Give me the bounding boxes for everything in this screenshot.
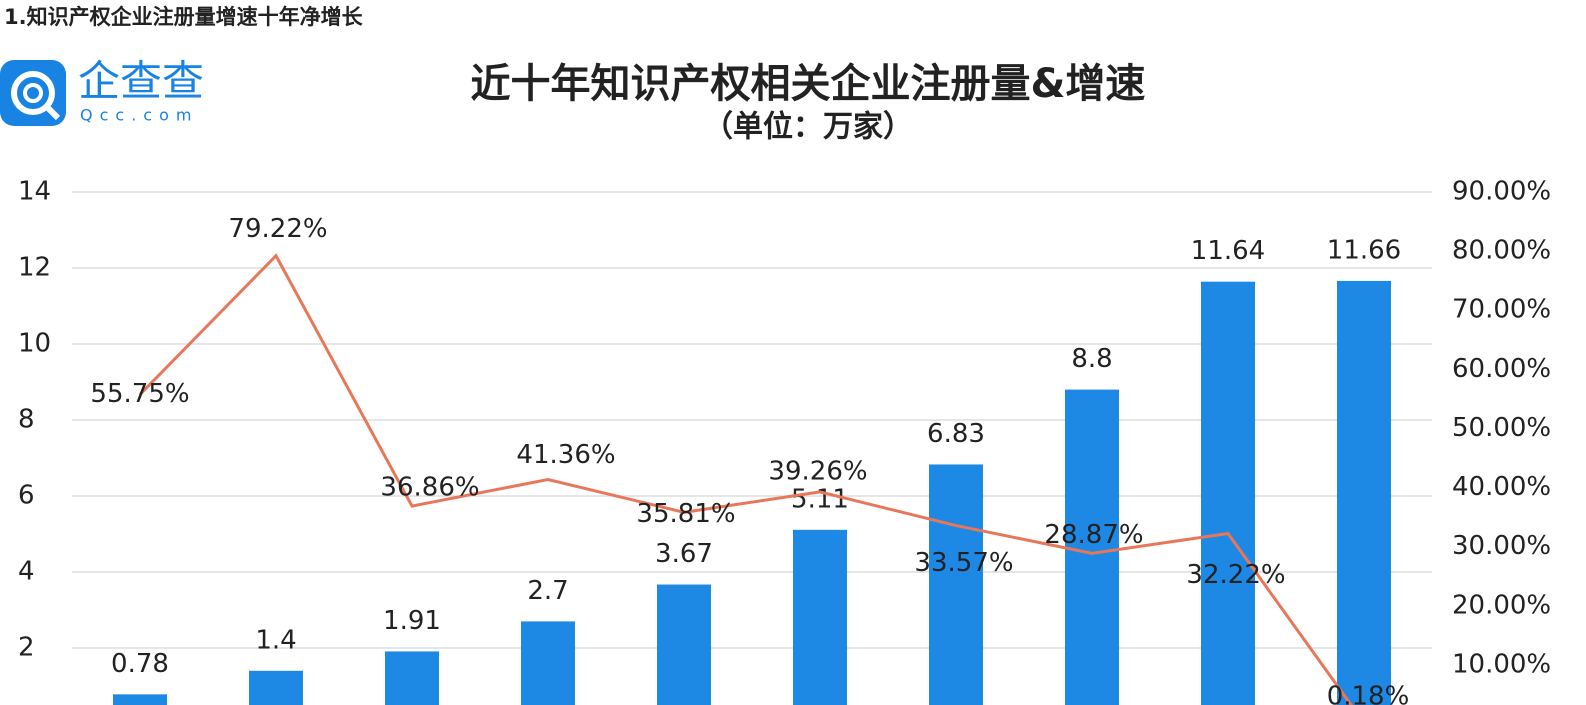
y2-tick-label: 20.00%	[1452, 590, 1551, 620]
logo-ring	[23, 83, 43, 103]
line-value-label: 33.57%	[914, 548, 1013, 578]
bar	[929, 464, 983, 705]
y-tick-label: 8	[18, 405, 35, 435]
logo-domain: Qcc.com	[80, 106, 198, 125]
y-tick-label: 10	[18, 329, 51, 359]
y2-tick-label: 80.00%	[1452, 236, 1551, 266]
logo-handle	[43, 103, 61, 121]
y2-tick-label: 70.00%	[1452, 295, 1551, 325]
chart-title: 近十年知识产权相关企业注册量&增速	[471, 61, 1146, 107]
y2-tick-label: 40.00%	[1452, 472, 1551, 502]
bar-value-label: 11.66	[1327, 235, 1401, 265]
bar-value-label: 1.4	[255, 625, 296, 655]
bar-value-label: 3.67	[655, 539, 713, 569]
bar-value-label: 8.8	[1071, 344, 1112, 374]
bar	[113, 694, 167, 705]
y2-tick-label: 90.00%	[1452, 177, 1551, 207]
line-value-label: 41.36%	[516, 440, 615, 470]
bar	[1065, 389, 1119, 705]
logo-ring	[11, 71, 55, 115]
bar	[657, 584, 711, 705]
line-value-label: 55.75%	[90, 379, 189, 409]
bar-value-label: 11.64	[1191, 236, 1265, 266]
y2-tick-label: 10.00%	[1452, 649, 1551, 679]
line-value-label: 32.22%	[1186, 560, 1285, 590]
y-tick-label: 6	[18, 481, 35, 511]
y-tick-label: 4	[18, 557, 35, 587]
line-value-label: 39.26%	[768, 456, 867, 486]
y2-tick-label: 30.00%	[1452, 531, 1551, 561]
bar-value-label: 0.78	[111, 649, 169, 679]
bar	[521, 621, 575, 705]
bar-value-label: 2.7	[527, 576, 568, 606]
bar	[1337, 280, 1391, 705]
line	[138, 253, 1353, 705]
y-tick-label: 14	[18, 177, 51, 207]
logo-name: 企查查	[78, 57, 204, 106]
bar	[793, 529, 847, 705]
y2-tick-label: 50.00%	[1452, 413, 1551, 443]
bar-value-label: 1.91	[383, 606, 441, 636]
bar-value-label: 6.83	[927, 419, 985, 449]
y-tick-label: 12	[18, 253, 51, 283]
line-value-label: 28.87%	[1044, 520, 1143, 550]
bar-value-label: 5.11	[791, 484, 849, 514]
bar	[249, 670, 303, 705]
line-value-label: 79.22%	[228, 214, 327, 244]
bar	[1201, 281, 1255, 705]
header: 1.知识产权企业注册量增速十年净增长	[4, 5, 364, 29]
chart-subtitle: （单位：万家）	[703, 110, 913, 145]
bar	[385, 651, 439, 705]
y-tick-label: 2	[18, 633, 35, 663]
line-value-label: 0.18%	[1327, 681, 1410, 705]
y2-tick-label: 60.00%	[1452, 354, 1551, 384]
line-value-label: 36.86%	[380, 473, 479, 503]
line-value-label: 35.81%	[636, 499, 735, 529]
